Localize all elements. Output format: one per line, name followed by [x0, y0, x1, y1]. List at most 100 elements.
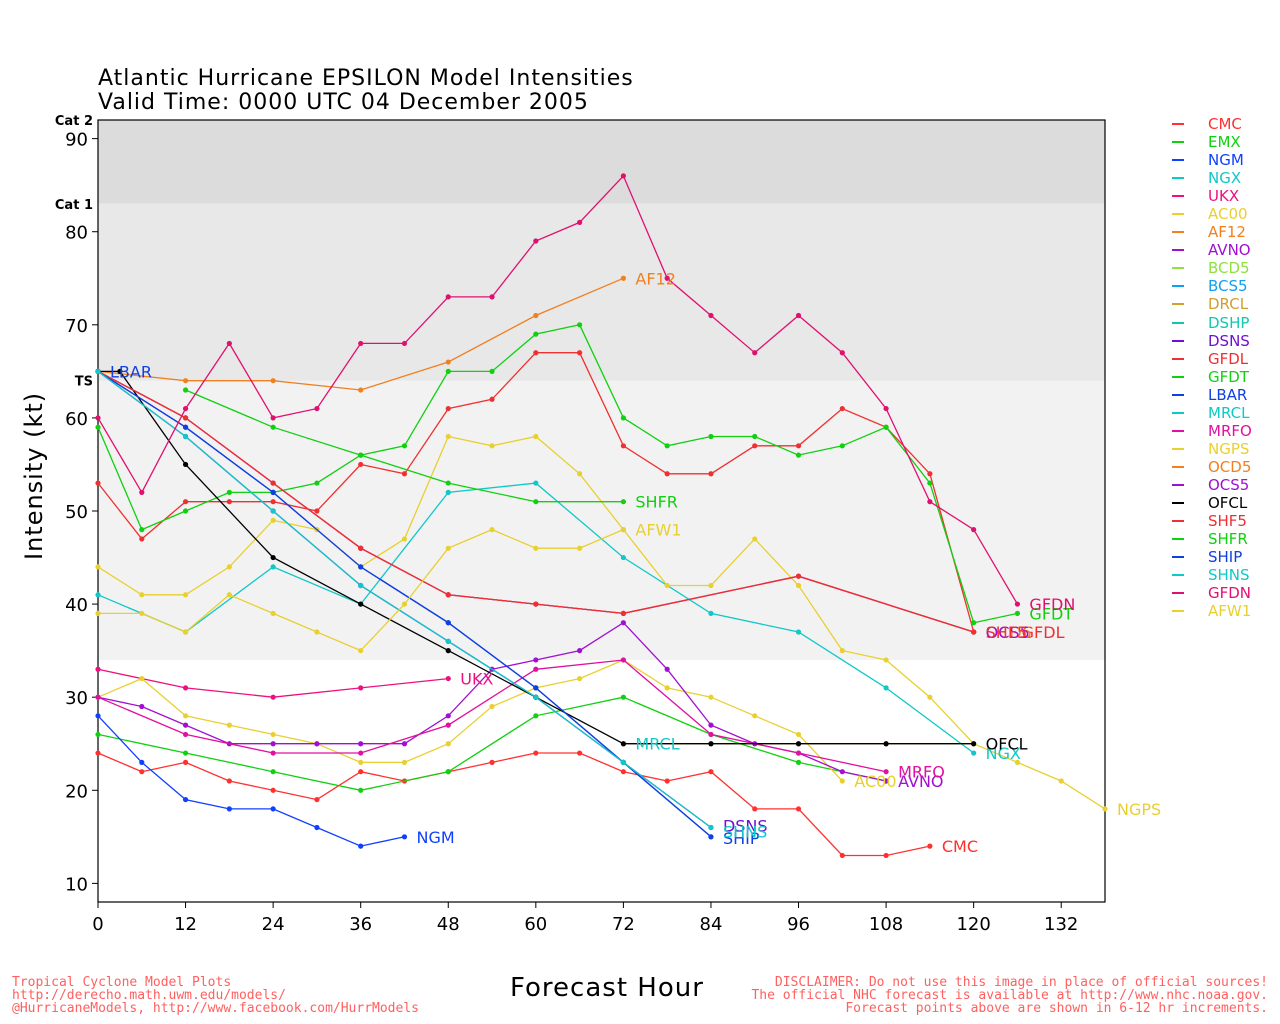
data-point-gfdt	[577, 322, 583, 328]
legend-swatch	[1172, 465, 1184, 468]
footer-credit-line[interactable]: @HurricaneModels, http://www.facebook.co…	[12, 1001, 419, 1016]
legend-item-gfdn: GFDN	[1172, 584, 1252, 602]
legend-item-ship: SHIP	[1172, 548, 1252, 566]
legend-label: OCD5	[1208, 457, 1252, 476]
data-point-gfdl	[533, 350, 539, 356]
legend-item-avno: AVNO	[1172, 241, 1252, 259]
legend-item-shfr: SHFR	[1172, 530, 1252, 548]
legend-swatch	[1172, 483, 1184, 486]
data-point-ac00	[489, 703, 495, 710]
series-end-label-gfdl: GFDL	[1022, 623, 1065, 642]
data-point-afw1	[182, 629, 189, 635]
data-point-afw1	[401, 601, 408, 607]
y-tick-label: 60	[65, 409, 88, 430]
data-point-cmc	[664, 778, 670, 784]
data-point-gfdn	[971, 527, 977, 533]
data-point-ofcl	[971, 741, 977, 747]
data-point-avno	[314, 741, 320, 747]
data-point-gfdl	[664, 471, 670, 477]
y-tick-label: 50	[65, 502, 88, 523]
data-point-gfdn	[620, 173, 626, 179]
data-point-ngps	[533, 433, 539, 440]
legend-label: GFDL	[1208, 349, 1249, 368]
data-point-ac00	[401, 759, 408, 765]
legend-swatch	[1172, 520, 1184, 523]
data-point-gfdl	[752, 443, 758, 449]
legend-swatch	[1172, 610, 1184, 613]
series-end-label-mrcl: MRCL	[635, 735, 679, 754]
data-point-shns	[182, 433, 189, 440]
data-point-gfdl	[358, 461, 364, 468]
series-line-shfr	[185, 389, 624, 503]
data-point-ship	[708, 834, 714, 840]
y-tick-label: 80	[65, 223, 88, 244]
legend-swatch	[1172, 285, 1184, 288]
data-point-ukx	[445, 675, 451, 682]
data-point-af12	[533, 312, 539, 319]
data-point-ofcl	[445, 648, 451, 654]
data-point-gfdn	[270, 415, 276, 421]
data-point-gfdl	[839, 405, 845, 412]
data-point-cmc	[95, 750, 101, 756]
series-line-ofcl	[98, 370, 974, 745]
data-point-gfdt	[226, 489, 232, 495]
data-point-af12	[182, 378, 189, 384]
data-point-shf5	[971, 629, 977, 635]
data-point-gfdl	[226, 499, 232, 505]
legend-label: UKX	[1208, 187, 1240, 206]
data-point-ac00	[708, 694, 714, 700]
data-point-ac00	[182, 713, 189, 719]
data-point-gfdl	[401, 471, 408, 477]
data-point-shns	[445, 638, 451, 644]
y-tick-label: 90	[65, 130, 88, 151]
data-point-gfdt	[533, 331, 539, 337]
legend-item-lbar: LBAR	[1172, 386, 1252, 404]
series-line-emx	[97, 696, 887, 791]
data-point-cmc	[708, 769, 714, 775]
data-point-gfdl	[708, 471, 714, 477]
data-point-gfdl	[620, 443, 626, 449]
data-point-ngps	[401, 536, 408, 542]
data-point-ac00	[795, 731, 802, 738]
data-point-shfr	[620, 499, 626, 505]
series-end-label-ocs5: OCS5	[986, 623, 1030, 642]
data-point-shf5	[445, 592, 451, 598]
x-tick-label: 108	[869, 914, 903, 935]
data-point-gfdt	[664, 443, 670, 449]
series-end-label-ac00: AC00	[854, 772, 896, 791]
data-point-gfdt	[1014, 610, 1021, 617]
data-point-ngps	[927, 694, 933, 700]
data-point-gfdn	[883, 405, 889, 412]
legend-item-af12: AF12	[1172, 223, 1252, 241]
series-end-label-ngps: NGPS	[1117, 800, 1161, 819]
legend-label: CMC	[1208, 115, 1242, 134]
data-point-avno	[401, 741, 408, 747]
legend-swatch	[1172, 375, 1184, 378]
footer-credit-line[interactable]: http://derecho.math.uwm.edu/models/	[12, 988, 286, 1003]
data-point-ngx	[971, 750, 977, 756]
data-point-ac00	[139, 675, 145, 682]
series-end-label-ship: SHIP	[723, 829, 760, 848]
legend-item-afw1: AFW1	[1172, 602, 1252, 620]
data-point-ofcl	[708, 741, 714, 747]
data-point-gfdn	[226, 340, 232, 347]
data-point-gfdl	[182, 499, 189, 505]
data-point-mrfo	[708, 731, 714, 738]
data-point-afw1	[533, 545, 539, 551]
data-point-shns	[708, 824, 714, 831]
data-point-avno	[358, 741, 364, 747]
series-end-label-avno: AVNO	[898, 772, 943, 791]
data-point-ngps	[795, 582, 802, 589]
data-point-cmc	[533, 750, 539, 756]
data-point-ac00	[358, 759, 364, 765]
data-point-shf5	[620, 610, 626, 617]
data-point-shfr	[358, 452, 364, 458]
data-point-gfdn	[139, 489, 145, 495]
legend-swatch	[1172, 357, 1184, 360]
data-point-gfdt	[445, 368, 451, 374]
data-point-ngx	[533, 480, 539, 486]
data-point-gfdt	[182, 508, 189, 514]
data-point-gfdt	[795, 452, 802, 458]
data-point-shns	[533, 694, 539, 700]
data-point-gfdl	[95, 480, 101, 486]
